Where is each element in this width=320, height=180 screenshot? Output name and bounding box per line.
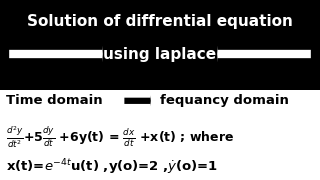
Text: $\frac{d^2y}{dt^2}$+5$\frac{dy}{dt}$ +6y(t) = $\frac{dx}{dt}$ +x(t) ; where: $\frac{d^2y}{dt^2}$+5$\frac{dy}{dt}$ +6y…: [6, 124, 235, 150]
Text: x(t)=$e^{-4t}$u(t) ,y(o)=2 ,$\dot{y}$(o)=1: x(t)=$e^{-4t}$u(t) ,y(o)=2 ,$\dot{y}$(o)…: [6, 158, 219, 177]
Text: Solution of diffrential equation: Solution of diffrential equation: [27, 14, 293, 29]
Text: fequancy domain: fequancy domain: [160, 94, 289, 107]
Bar: [0, 0, 320, 90]
Text: using laplace: using laplace: [103, 46, 217, 62]
Bar: [0, 90, 320, 180]
Text: Time domain: Time domain: [6, 94, 103, 107]
